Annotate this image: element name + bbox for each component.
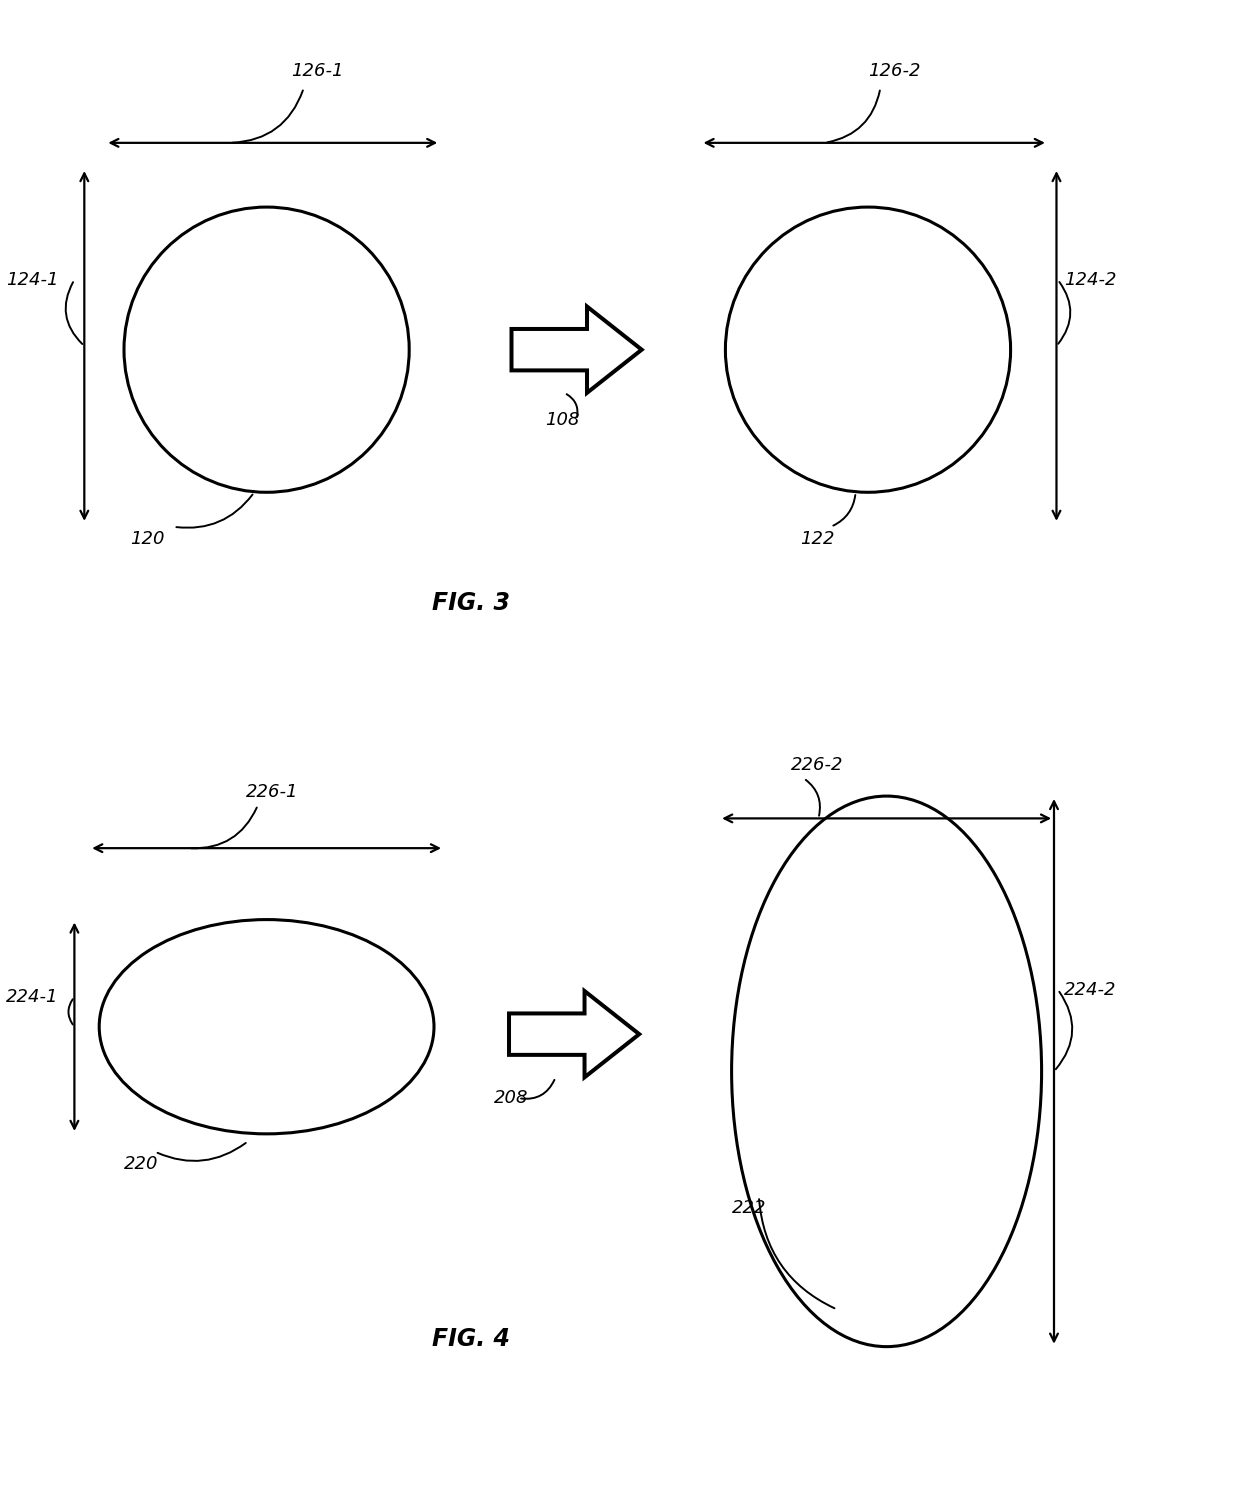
Text: 126-2: 126-2: [868, 62, 920, 80]
Text: 122: 122: [800, 530, 835, 548]
Text: 120: 120: [130, 530, 165, 548]
Polygon shape: [510, 991, 640, 1077]
Text: 224-2: 224-2: [1064, 981, 1116, 998]
Text: FIG. 4: FIG. 4: [433, 1327, 510, 1351]
Text: 226-2: 226-2: [791, 756, 843, 774]
Text: 126-1: 126-1: [291, 62, 343, 80]
Text: 220: 220: [124, 1155, 159, 1173]
Text: 124-2: 124-2: [1064, 271, 1116, 289]
Text: 222: 222: [732, 1199, 766, 1217]
Text: 208: 208: [494, 1089, 528, 1107]
Polygon shape: [512, 307, 642, 393]
Text: 224-1: 224-1: [6, 988, 58, 1006]
Text: 124-1: 124-1: [6, 271, 58, 289]
Text: 226-1: 226-1: [246, 783, 298, 801]
Text: 108: 108: [546, 411, 580, 429]
Text: FIG. 3: FIG. 3: [433, 591, 510, 615]
